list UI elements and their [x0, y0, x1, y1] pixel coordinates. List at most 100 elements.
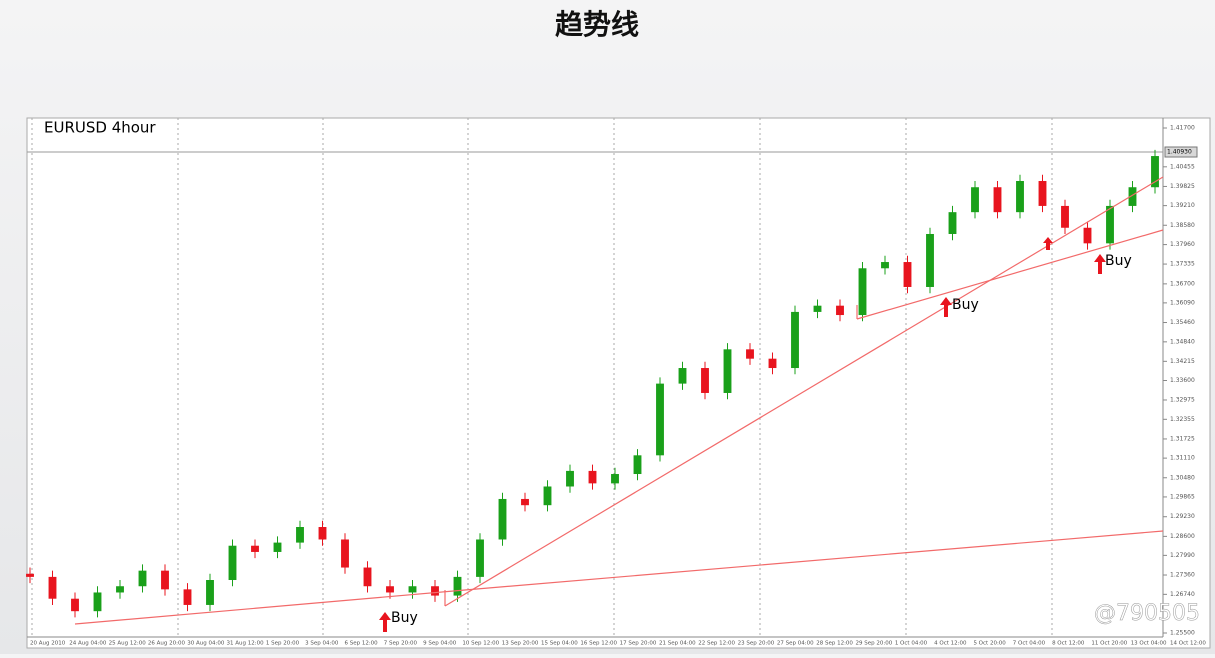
- y-tick-label: 1.29865: [1170, 493, 1195, 500]
- x-tick-label: 5 Oct 20:00: [973, 641, 1006, 647]
- chart-title: EURUSD 4hour: [44, 119, 156, 137]
- candle-body: [1061, 205, 1069, 228]
- x-tick-label: 4 Oct 12:00: [934, 641, 967, 647]
- watermark: @790505: [1094, 601, 1200, 626]
- annotation: Buy: [952, 297, 979, 313]
- candle-body: [296, 527, 304, 543]
- current-price-box: [1164, 146, 1198, 158]
- x-tick-label: 29 Sep 20:00: [856, 641, 893, 647]
- y-tick-label: 1.35460: [1170, 319, 1195, 326]
- y-tick-label: 1.39825: [1170, 183, 1195, 190]
- candle-body: [1151, 156, 1159, 188]
- x-tick-label: 27 Sep 04:00: [777, 641, 814, 647]
- candle-body: [1038, 180, 1047, 206]
- candle-body: [543, 486, 552, 506]
- y-tick-label: 1.34215: [1170, 358, 1195, 365]
- x-tick-label: 15 Sep 04:00: [541, 641, 578, 647]
- x-tick-label: 1 Sep 20:00: [266, 641, 300, 647]
- candle-body: [431, 586, 439, 596]
- candle-body: [71, 598, 79, 612]
- y-tick-label: 1.27990: [1170, 552, 1195, 559]
- x-tick-label: 13 Oct 04:00: [1131, 641, 1167, 647]
- x-tick-label: 7 Sep 20:00: [384, 641, 418, 647]
- candle-body: [363, 567, 372, 587]
- candle-body: [206, 580, 214, 605]
- candle-body: [813, 305, 822, 312]
- candle-body: [408, 586, 417, 593]
- x-tick-label: 25 Aug 12:00: [109, 641, 147, 647]
- candle-body: [386, 586, 394, 593]
- x-tick-label: 30 Aug 04:00: [187, 641, 225, 647]
- slide-title: 趋势线: [555, 8, 639, 41]
- candle-body: [701, 368, 709, 393]
- x-tick-label: 28 Sep 12:00: [816, 641, 853, 647]
- candle-body: [746, 349, 754, 359]
- candle-body: [791, 311, 799, 369]
- y-tick-label: 1.37960: [1170, 241, 1195, 248]
- candle-body: [836, 305, 844, 316]
- candle-body: [183, 589, 192, 605]
- y-tick-label: 1.40455: [1170, 163, 1195, 170]
- buy-arrows: [379, 237, 1106, 632]
- candle-body: [678, 368, 687, 384]
- y-tick-label: 1.33600: [1170, 377, 1195, 384]
- y-tick-label: 1.36700: [1170, 280, 1195, 287]
- candle-body: [633, 455, 642, 475]
- candle-body: [453, 576, 462, 596]
- candle-body: [858, 268, 867, 316]
- y-tick-label: 1.27360: [1170, 572, 1195, 579]
- candle-body: [723, 349, 732, 393]
- y-tick-label: 1.28600: [1170, 533, 1195, 540]
- x-tick-label: 11 Oct 20:00: [1091, 641, 1127, 647]
- annotation: Buy: [1105, 253, 1132, 269]
- y-tick-label: 1.32355: [1170, 416, 1195, 423]
- x-tick-label: 8 Oct 12:00: [1052, 641, 1085, 647]
- y-tick-label: 1.25500: [1170, 630, 1195, 637]
- chart-frame: [26, 117, 1211, 649]
- x-tick-label: 10 Sep 12:00: [462, 641, 499, 647]
- candle-body: [251, 545, 259, 552]
- y-tick-label: 1.32975: [1170, 396, 1195, 403]
- candle-body: [1128, 187, 1137, 206]
- x-tick-label: 20 Aug 2010: [30, 641, 66, 647]
- candle-body: [656, 383, 664, 456]
- candle-body: [1016, 180, 1024, 213]
- x-tick-label: 6 Sep 12:00: [344, 641, 378, 647]
- candle-body: [318, 527, 327, 540]
- x-tick-label: 26 Aug 20:00: [148, 641, 186, 647]
- candle-body: [341, 539, 349, 568]
- candle-body: [993, 187, 1002, 213]
- x-tick-label: 22 Sep 12:00: [698, 641, 735, 647]
- candle-body: [948, 212, 957, 234]
- x-tick-label: 31 Aug 12:00: [227, 641, 265, 647]
- candle-body: [611, 474, 619, 484]
- y-tick-label: 1.34840: [1170, 338, 1195, 345]
- x-tick-label: 9 Sep 04:00: [423, 641, 457, 647]
- v-grid: [31, 118, 1053, 637]
- y-tick-label: 1.26740: [1170, 591, 1195, 598]
- candle-body: [903, 262, 912, 287]
- y-tick-label: 1.39210: [1170, 202, 1195, 209]
- x-tick-label: 13 Sep 20:00: [502, 641, 539, 647]
- current-price-label: 1.40930: [1167, 149, 1192, 156]
- x-tick-label: 17 Sep 20:00: [620, 641, 657, 647]
- y-tick-label: 1.37335: [1170, 261, 1195, 268]
- y-tick-label: 1.38580: [1170, 222, 1195, 229]
- candle-body: [93, 592, 102, 612]
- x-tick-label: 21 Sep 04:00: [659, 641, 696, 647]
- y-tick-label: 1.31725: [1170, 435, 1195, 442]
- candle-body: [768, 358, 777, 369]
- x-tick-label: 24 Aug 04:00: [69, 641, 107, 647]
- candle-body: [521, 498, 529, 506]
- x-tick-label: 14 Oct 12:00: [1170, 641, 1206, 647]
- y-tick-label: 1.31110: [1170, 455, 1195, 462]
- candle-body: [1106, 205, 1114, 244]
- candle-body: [926, 233, 934, 287]
- candle-body: [138, 570, 147, 587]
- candle-body: [498, 498, 507, 540]
- candle-body: [228, 545, 237, 581]
- candle-body: [476, 539, 484, 577]
- candle-body: [161, 570, 169, 590]
